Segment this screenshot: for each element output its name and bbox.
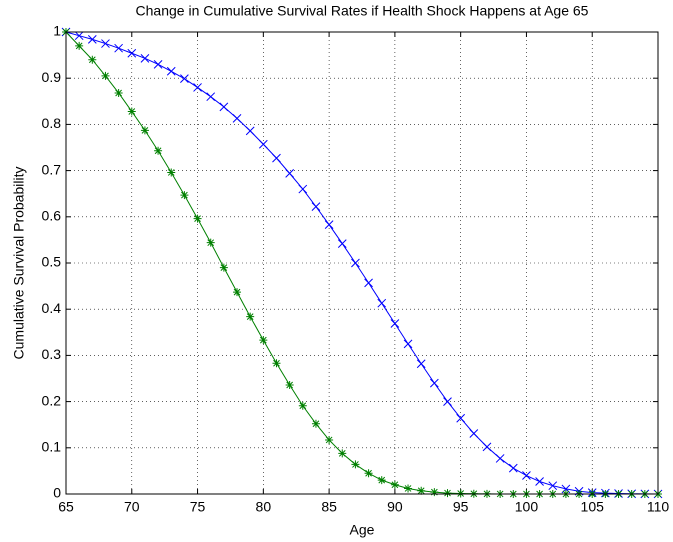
marker [311, 202, 321, 211]
marker [298, 184, 308, 194]
x-tick-label: 75 [190, 499, 206, 515]
y-tick-label: 0.1 [42, 439, 62, 455]
marker [548, 481, 558, 491]
series-line [65, 31, 659, 495]
x-tick-label: 105 [581, 499, 605, 515]
y-tick-label: 0.6 [42, 208, 62, 224]
marker [101, 39, 110, 48]
marker [417, 486, 426, 495]
marker [351, 258, 360, 268]
marker [377, 476, 386, 485]
marker [140, 126, 149, 135]
y-tick-label: 0.2 [42, 392, 62, 408]
marker [246, 312, 255, 321]
marker [508, 463, 518, 473]
x-tick-label: 65 [58, 499, 74, 515]
marker [166, 66, 176, 76]
marker [495, 454, 505, 463]
marker [272, 359, 281, 368]
marker [232, 114, 242, 123]
marker [337, 239, 347, 248]
marker [154, 146, 163, 155]
marker [219, 102, 229, 112]
marker [430, 488, 439, 497]
marker [298, 401, 307, 410]
marker [522, 471, 531, 480]
x-tick-label: 90 [387, 499, 403, 515]
chart-title: Change in Cumulative Survival Rates if H… [136, 3, 589, 19]
marker [101, 71, 110, 80]
x-tick-label: 100 [515, 499, 539, 515]
marker [140, 53, 150, 63]
marker [180, 191, 189, 200]
marker [74, 31, 84, 41]
marker [351, 460, 360, 469]
marker [324, 220, 334, 230]
marker [364, 278, 373, 288]
x-tick-label: 95 [453, 499, 469, 515]
marker [325, 435, 334, 444]
marker [245, 126, 255, 136]
marker [416, 359, 426, 369]
y-tick-label: 0 [53, 485, 61, 501]
marker [311, 419, 320, 428]
marker [377, 298, 387, 308]
y-axis-label: Cumulative Survival Probability [11, 167, 27, 360]
marker [443, 489, 452, 498]
marker [390, 319, 400, 328]
marker [338, 449, 347, 458]
marker [469, 429, 479, 438]
axes-frame [65, 31, 659, 495]
x-axis-label: Age [350, 522, 375, 538]
marker [285, 380, 294, 389]
y-tick-label: 0.3 [42, 346, 62, 362]
marker [482, 442, 492, 452]
y-tick-label: 0.7 [42, 161, 62, 177]
marker [456, 413, 466, 423]
marker [272, 153, 281, 163]
x-tick-label: 70 [124, 499, 140, 515]
marker [114, 43, 123, 53]
marker [206, 238, 215, 247]
y-tick-label: 0.9 [42, 69, 62, 85]
marker [114, 88, 123, 97]
marker [206, 92, 216, 102]
marker [443, 397, 452, 406]
marker [390, 480, 399, 489]
marker [87, 35, 97, 44]
y-tick-label: 0.4 [42, 300, 62, 316]
marker [219, 263, 228, 272]
marker [193, 214, 202, 223]
y-tick-label: 0.5 [42, 254, 62, 270]
marker [167, 168, 176, 177]
marker [153, 59, 163, 69]
x-tick-label: 110 [647, 499, 670, 515]
marker [233, 288, 242, 297]
marker [403, 339, 413, 349]
x-tick-label: 80 [256, 499, 272, 515]
plot-area: 0 0.1 0.2 0.3 0.4 0.5 0.6 0.7 0.8 0.9 1 65 70 75 80 85 9… [42, 23, 670, 515]
marker [75, 41, 84, 50]
marker [127, 107, 136, 116]
y-tick-label: 1 [53, 23, 61, 39]
marker [285, 169, 294, 178]
marker [127, 48, 137, 58]
y-tick-label: 0.8 [42, 115, 62, 131]
marker [404, 484, 413, 493]
marker [535, 477, 544, 486]
marker [430, 378, 439, 388]
marker [180, 74, 189, 84]
marker [259, 336, 268, 345]
x-tick-label: 85 [321, 499, 337, 515]
marker [193, 83, 202, 92]
marker [258, 139, 268, 149]
marker [88, 55, 97, 64]
marker [364, 469, 373, 478]
